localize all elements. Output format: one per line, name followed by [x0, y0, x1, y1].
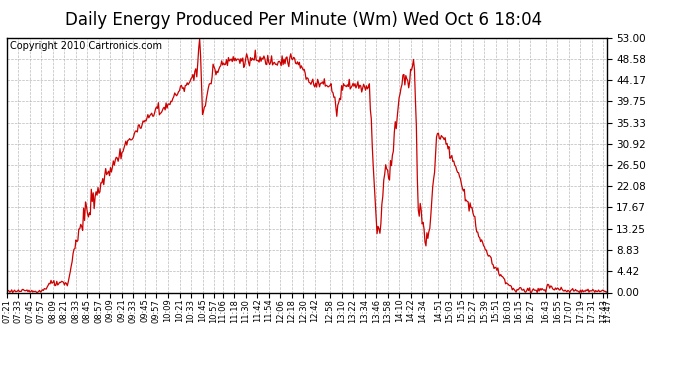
Text: Copyright 2010 Cartronics.com: Copyright 2010 Cartronics.com: [10, 41, 162, 51]
Text: Daily Energy Produced Per Minute (Wm) Wed Oct 6 18:04: Daily Energy Produced Per Minute (Wm) We…: [65, 11, 542, 29]
